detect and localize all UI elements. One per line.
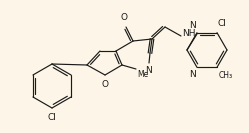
Text: O: O	[102, 80, 109, 89]
Text: CH₃: CH₃	[219, 71, 233, 80]
Text: Cl: Cl	[48, 113, 57, 122]
Text: Cl: Cl	[218, 19, 227, 28]
Text: N: N	[146, 66, 152, 75]
Text: Me: Me	[137, 70, 148, 79]
Text: NH: NH	[182, 30, 195, 38]
Text: N: N	[189, 21, 196, 30]
Text: N: N	[189, 70, 196, 79]
Text: O: O	[121, 13, 127, 22]
